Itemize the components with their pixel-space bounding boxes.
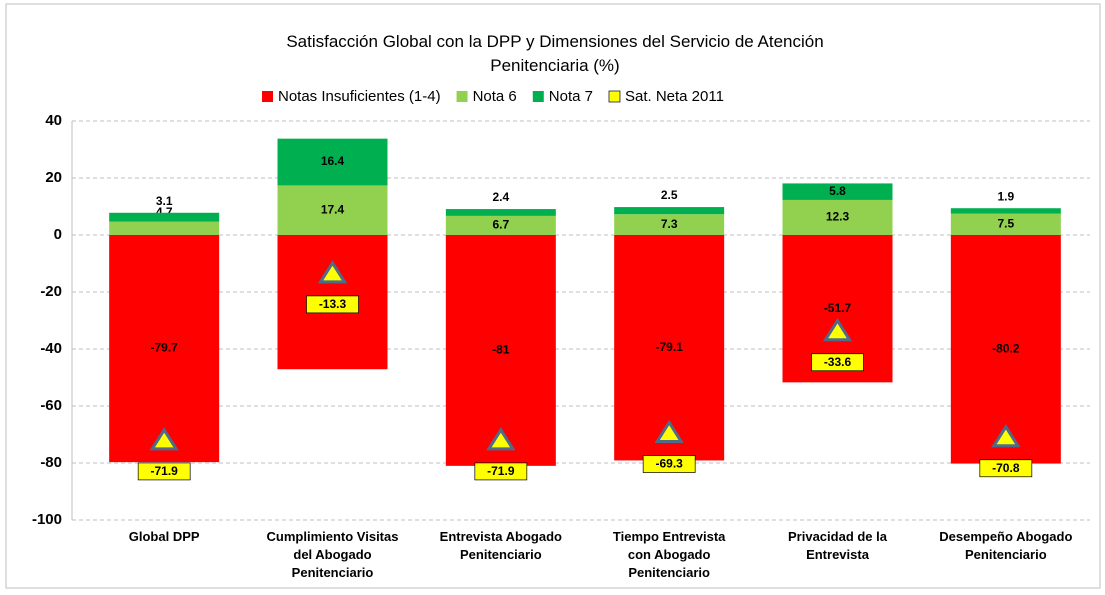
legend-swatch [532,91,544,102]
marker-label-box [642,455,696,473]
y-tick-label: 40 [45,112,62,129]
bar [109,221,220,235]
marker-label-box [979,459,1033,478]
bar [782,183,893,200]
x-tick-label: Privacidad de la Entrevista [788,529,888,562]
data-label: 1.9 [997,189,1014,203]
x-tick-label: Desempeño Abogado Penitenciario [939,529,1072,562]
marker [149,427,179,451]
marker-label: -13.3 [319,297,347,311]
marker-label: -71.9 [487,464,515,478]
data-label: 16.4 [321,154,345,168]
marker [486,427,516,451]
legend-swatch [456,91,468,102]
data-label: 2.5 [661,188,678,202]
x-tick-label: Cumplimiento Visitas del Abogado Penitenci… [267,529,399,580]
y-tick-label: 0 [54,226,62,243]
x-tick-label: Tiempo Entrevista con Abogado Penitenciari… [613,529,726,580]
data-label: 3.1 [156,194,173,208]
legend-swatch [608,90,621,103]
marker-label: -71.9 [150,464,178,478]
data-label: -79.7 [150,341,178,355]
marker-label-box [306,295,359,314]
legend-swatch [262,91,273,102]
y-tick-label: -60 [40,397,62,414]
bar [277,185,388,235]
marker [317,260,348,284]
data-label: 6.7 [492,218,509,232]
data-label: -51.7 [824,301,852,315]
legend-label: Notas Insuficientes (1-4) [278,88,441,105]
bar [109,235,220,463]
y-tick-label: -20 [40,283,62,300]
y-tick-label: -100 [32,511,62,528]
data-label: 17.4 [321,202,345,216]
bar [614,214,725,235]
data-label: -80.2 [992,341,1020,355]
data-label: 7.3 [661,217,678,231]
y-tick-label: -80 [40,454,62,471]
bar [614,207,725,215]
chart-title: Satisfacción Global con la DPP y Dimensi… [286,32,823,75]
x-tick-label: Global DPP [129,529,200,544]
marker [654,419,684,444]
data-label: 2.4 [492,190,509,204]
bar [950,213,1061,235]
legend-label: Nota 7 [549,88,593,105]
data-label: -79.1 [655,340,683,354]
bar [277,138,388,186]
legend-label: Sat. Neta 2011 [625,88,724,105]
y-tick-label: 20 [45,169,62,186]
marker-label-box [811,353,864,372]
data-label: -81 [492,343,510,357]
bar [445,215,556,235]
data-label: 5.8 [829,184,846,198]
bar [782,199,893,235]
marker-label-box [474,462,528,481]
marker-label: -70.8 [992,461,1020,475]
marker [822,317,853,342]
bar [445,209,556,216]
marker-label-box [137,462,191,481]
y-tick-label: -40 [40,340,62,357]
bar [109,212,220,222]
data-label: 12.3 [826,210,850,224]
bar [950,208,1061,214]
legend-label: Nota 6 [473,88,517,105]
x-tick-label: Entrevista Abogado Penitenciario [440,529,562,562]
marker-label: -69.3 [655,457,683,471]
marker [991,423,1021,448]
data-label: 7.5 [997,216,1014,230]
marker-label: -33.6 [824,355,852,369]
